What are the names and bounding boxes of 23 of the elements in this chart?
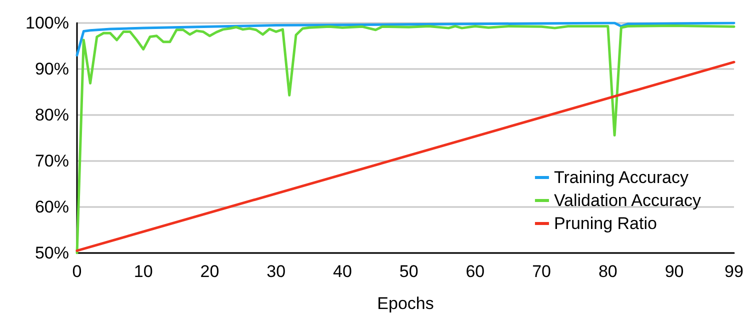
legend-label: Validation Accuracy [554,191,702,210]
x-tick-label: 30 [266,262,286,281]
x-tick-label: 80 [598,262,618,281]
y-tick-label: 90% [34,60,69,78]
y-tick-label: 100% [26,14,69,32]
x-tick-label: 10 [134,262,153,281]
x-tick-label: 0 [72,262,82,281]
line-series [76,24,736,254]
legend-label: Training Accuracy [554,168,689,187]
x-tick-label: 70 [532,262,552,281]
y-tick-label: 60% [34,198,69,216]
legend-label: Pruning Ratio [554,214,657,233]
x-axis-title: Epochs [377,294,434,313]
x-tick-label: 40 [332,262,352,281]
x-tick-label: 50 [399,262,418,281]
x-tick-label: 20 [200,262,220,281]
y-tick-label: 80% [34,106,69,124]
y-tick-label: 70% [34,152,69,170]
x-tick-label: 60 [466,262,485,281]
x-tick-label: 90 [664,262,684,281]
x-tick-label: 99 [724,262,744,281]
line-series [76,22,736,56]
y-tick-label: 50% [34,244,69,262]
